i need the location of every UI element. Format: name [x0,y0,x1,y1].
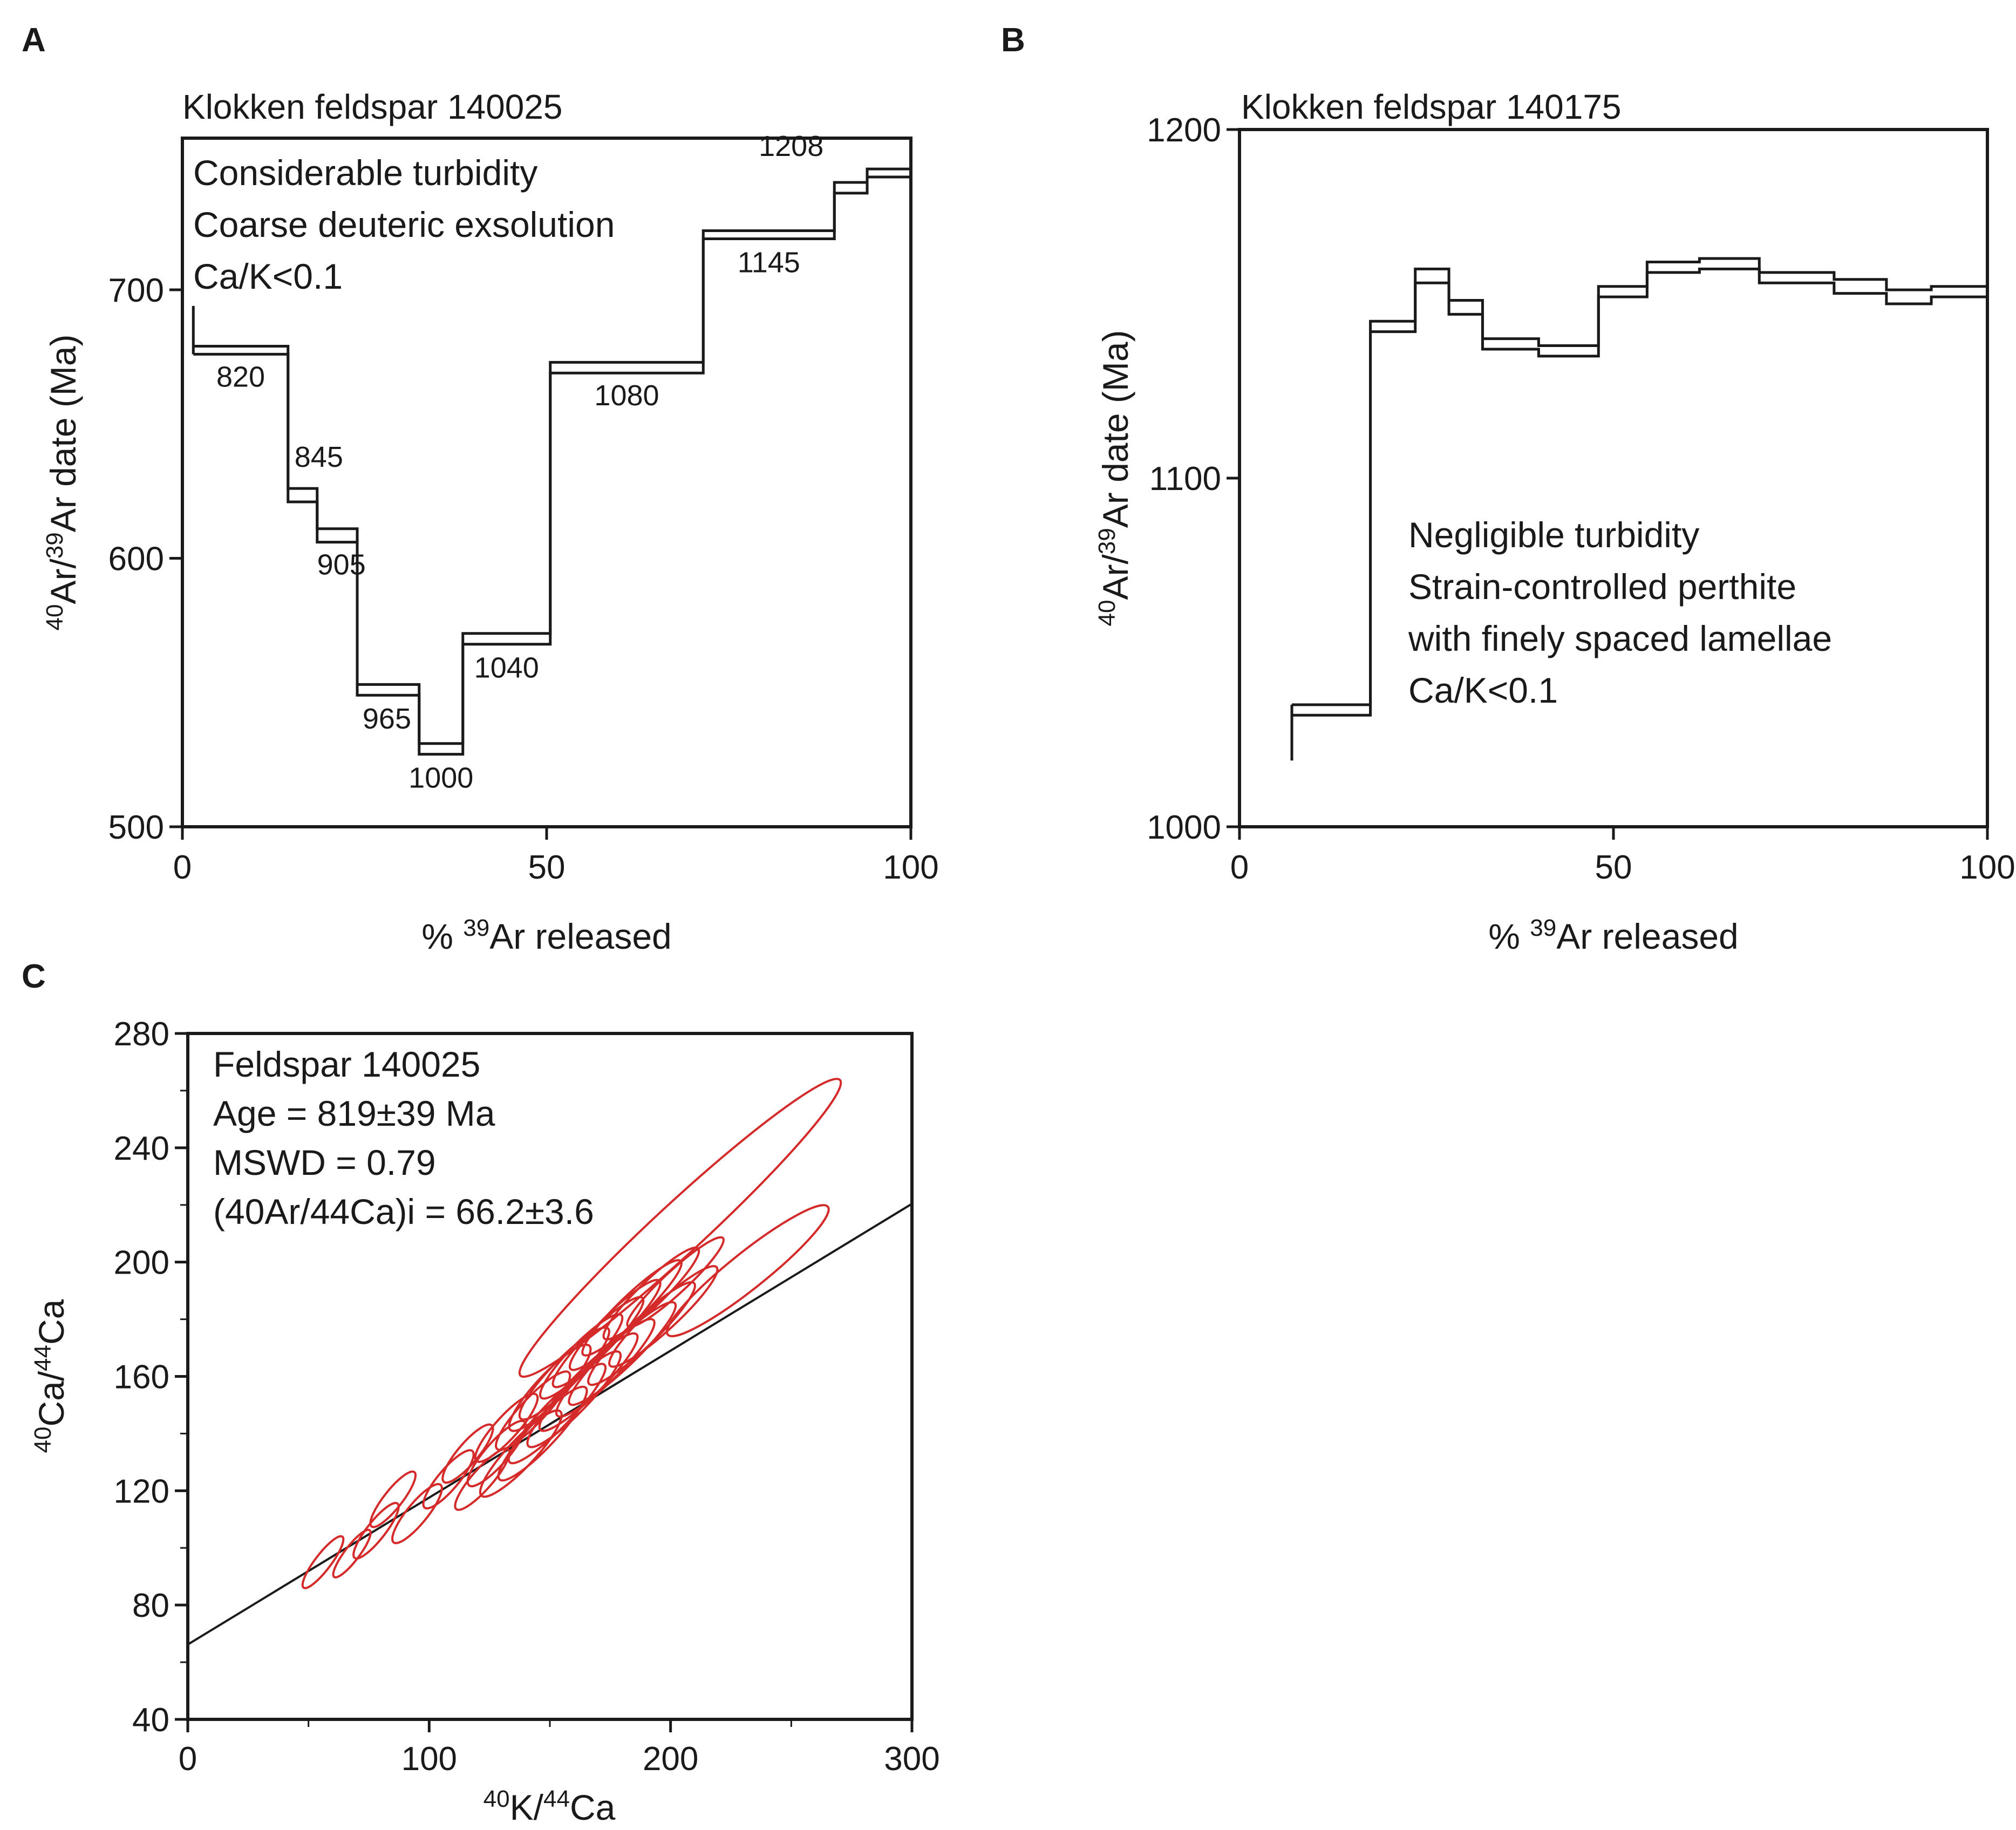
panel-c-y-tick-label: 120 [114,1473,169,1510]
panel-a-age-spectrum [192,167,911,756]
panel-a-step-label: 1080 [594,379,659,412]
panel-b-age-spectrum [1290,257,1987,761]
panel-b-y-tick-label: 1200 [1147,112,1221,149]
panel-c-annotation: Feldspar 140025 Age = 819±39 Ma MSWD = 0.7… [213,1044,594,1232]
panel-b-x-axis: 0 50 100 [1230,827,2015,886]
panel-a-step-label: 1208 [759,130,823,162]
panel-b-x-tick-label: 100 [1959,849,2015,886]
panel-a-y-axis: 500 600 700 [108,272,182,846]
panel-c-error-ellipse [518,1078,842,1378]
panel-c-y-axis-label: 40Ca/44Ca [30,1299,71,1453]
panel-c-error-ellipse [526,1350,622,1448]
panel-c-annotation-line: Feldspar 140025 [213,1044,480,1084]
panel-a-label: A [22,22,46,59]
panel-c-error-ellipse [422,1449,475,1509]
panel-b-y-axis: 1000 1100 1200 [1147,112,1239,846]
panel-a-x-tick-label: 0 [173,849,192,886]
panel-b-y-tick-label: 1100 [1149,460,1221,498]
panel-b-annotation-line: with finely spaced lamellae [1408,618,1832,658]
panel-c-error-ellipses [301,1078,842,1589]
panel-c-x-tick-label: 300 [884,1740,939,1778]
panel-c-error-ellipse [539,1313,624,1400]
panel-c-annotation-line: Age = 819±39 Ma [213,1093,495,1133]
panel-b-x-axis-label: % 39Ar released [1488,915,1739,956]
panel-c-label: C [22,958,46,995]
panel-a-step-label: 820 [216,360,265,393]
panel-a-annotation-line: Coarse deuteric exsolution [193,205,615,244]
panel-c-y-tick-label: 200 [114,1244,169,1282]
panel-a-x-tick-label: 100 [883,849,938,886]
panel-b-x-tick-label: 0 [1230,849,1249,886]
panel-c-x-axis: 0 100 200 300 [179,1719,940,1778]
panel-b-plot-frame [1238,128,1989,828]
panel-b-x-tick-label: 50 [1595,849,1632,886]
panel-b-annotation-line: Ca/K<0.1 [1408,670,1558,710]
panel-a-step-label: 1040 [474,652,539,684]
panel-a-step-label: 845 [295,441,343,473]
panel-c-error-ellipse [608,1265,719,1368]
panel-b-annotation-line: Strain-controlled perthite [1408,567,1796,607]
panel-c-error-ellipse [454,1447,511,1511]
panel-b-title: Klokken feldspar 140175 [1241,87,1622,126]
panel-a-annotation: Considerable turbidity Coarse deuteric ex… [193,153,615,296]
panel-a-spectrum-bottom-line [193,175,911,756]
panel-c-y-axis: 40 80 120 160 200 240 280 [114,1016,188,1739]
panel-b-annotation-line: Negligible turbidity [1408,515,1699,555]
panel-c-annotation-line: MSWD = 0.79 [213,1142,436,1182]
panel-c-error-ellipse [497,1385,588,1482]
panel-c-error-ellipse [301,1535,345,1589]
panel-c-x-tick-label: 200 [643,1740,698,1778]
panel-c-y-tick-label: 80 [132,1587,169,1624]
panel-a-annotation-line: Ca/K<0.1 [193,256,343,296]
panel-c-error-ellipse [474,1392,539,1463]
panel-a-step-label: 1000 [408,762,473,794]
panel-c-y-tick-label: 280 [114,1016,169,1053]
panel-c-x-axis-label: 40K/44Ca [483,1786,616,1827]
panel-c-annotation-line: (40Ar/44Ca)i = 66.2±3.6 [213,1192,594,1232]
panel-c-error-ellipse [587,1281,696,1386]
panel-c-isochron-line [188,1202,912,1645]
panel-c-x-tick-label: 100 [401,1740,457,1778]
panel-c: C 40 80 120 160 200 240 280 0 100 200 300 Feldspa… [22,958,940,1827]
panel-a-y-tick-label: 600 [108,541,164,578]
panel-a-x-tick-label: 50 [528,849,566,886]
panel-a-step-labels: 820 845 905 965 1000 1040 1080 1145 1208 [216,130,823,794]
panel-a-step-label: 965 [363,703,411,735]
panel-c-y-tick-label: 160 [114,1359,169,1396]
panel-c-isochron [188,1202,912,1645]
panel-c-y-tick-label: 40 [132,1702,169,1739]
panel-c-x-tick-label: 0 [179,1740,197,1778]
panel-b-y-tick-label: 1000 [1147,809,1221,846]
panel-a-y-tick-label: 500 [108,809,164,846]
panel-b-spectrum-bottom-line [1292,267,1987,717]
panel-b-annotation: Negligible turbidity Strain-controlled pe… [1408,515,1832,710]
panel-a-y-tick-label: 700 [108,272,164,309]
panel-c-error-ellipse [518,1326,610,1421]
panel-a-y-axis-label: 40Ar/39Ar date (Ma) [42,334,83,630]
panel-a: A Klokken feldspar 140025 500 600 700 0 50 1… [22,22,939,956]
panel-b-y-axis-label: 40Ar/39Ar date (Ma) [1094,330,1135,626]
panel-b-label: B [1001,22,1025,59]
panel-c-y-tick-label: 240 [114,1130,169,1167]
panel-c-error-ellipse [391,1483,443,1545]
panel-a-step-label: 905 [317,549,366,581]
panel-a-title: Klokken feldspar 140025 [182,87,563,126]
panel-a-x-axis: 0 50 100 [173,827,939,886]
panel-c-error-ellipse [507,1363,607,1465]
panel-a-x-axis-label: % 39Ar released [421,915,672,956]
panel-c-plot-frame [186,1032,914,1721]
panel-a-annotation-line: Considerable turbidity [193,153,537,193]
panel-a-step-label: 1145 [738,246,800,278]
panel-b-spectrum-top-line [1292,257,1987,706]
panel-c-error-ellipse [369,1470,417,1528]
panel-c-error-ellipse [352,1502,400,1560]
panel-c-error-ellipse [665,1204,830,1337]
